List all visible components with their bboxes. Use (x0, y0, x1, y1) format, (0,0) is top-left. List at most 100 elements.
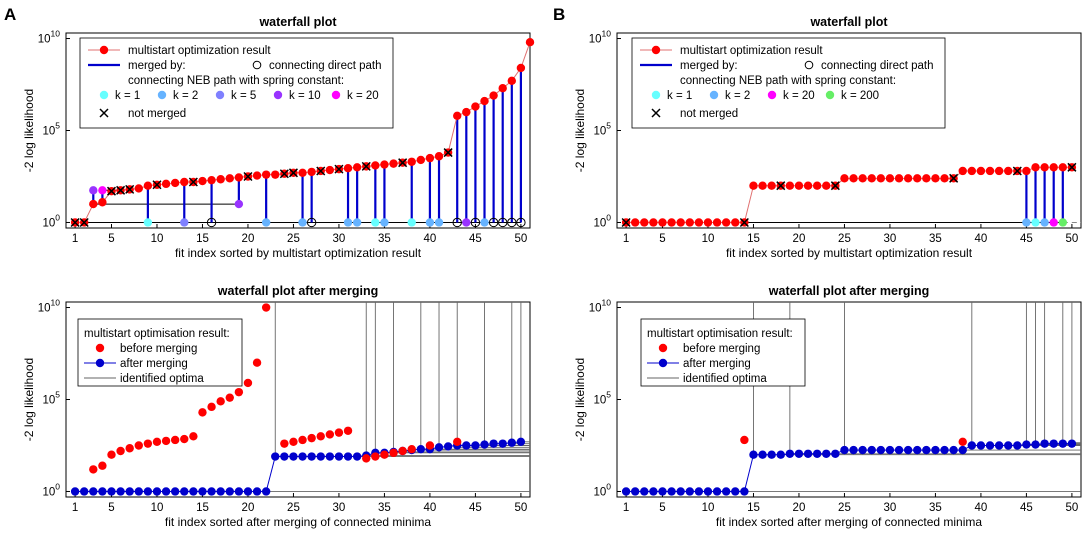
result-point (940, 174, 949, 183)
not-merged-marker (949, 173, 959, 183)
after-merging-point (1049, 439, 1058, 448)
merge-target-point (407, 218, 416, 227)
result-point (849, 174, 858, 183)
after-merging-point (416, 444, 426, 454)
result-point (207, 175, 216, 185)
result-point (180, 177, 189, 187)
legend-label-neb: connecting NEB path with spring constant… (680, 75, 896, 87)
after-merging-point (967, 441, 977, 450)
result-point (885, 174, 895, 183)
after-merging-point (658, 487, 667, 496)
before-merging-point (398, 446, 407, 456)
legend-marker-direct (804, 60, 814, 70)
after-merging-point (731, 487, 740, 496)
x-tick-label: 25 (287, 502, 300, 514)
x-tick-label: 45 (1020, 502, 1033, 514)
merge-target-point (98, 186, 107, 195)
before-merging-point (252, 358, 262, 367)
x-axis-label: fit index sorted after merging of connec… (165, 515, 431, 529)
after-merging-point (498, 439, 507, 448)
before-merging-point (170, 435, 180, 445)
x-tick-label: 25 (287, 233, 300, 245)
legend-marker-after (658, 358, 668, 368)
legend-label-k: k = 10 (289, 90, 321, 102)
legend-label-direct: connecting direct path (821, 60, 934, 72)
legend-marker-before (95, 343, 105, 353)
y-tick-base: 10 (593, 486, 606, 498)
result-point (658, 218, 667, 227)
result-point (216, 175, 225, 184)
result-point (161, 179, 171, 189)
legend-label-k: k = 20 (783, 90, 815, 102)
y-tick-exponent: 0 (55, 212, 60, 222)
result-point (685, 218, 694, 227)
legend-marker-before (658, 343, 668, 353)
x-tick-label: 5 (659, 502, 665, 514)
after-merging-point (307, 452, 316, 461)
after-merging-point (922, 445, 931, 455)
before-merging-point (225, 393, 234, 402)
result-point (498, 83, 507, 93)
x-tick-label: 50 (515, 502, 528, 514)
after-merging-point (1031, 440, 1040, 449)
plot-title: waterfall plot (809, 15, 888, 29)
merge-target-point (261, 218, 271, 227)
before-merging-point (316, 432, 325, 441)
after-merging-point (721, 487, 731, 496)
result-point (343, 164, 353, 173)
x-tick-label: 20 (242, 233, 255, 245)
after-merging-point (694, 487, 704, 496)
legend-box (631, 37, 946, 129)
x-tick-label: 30 (333, 502, 346, 514)
legend-label-before: before merging (120, 343, 197, 355)
result-point (785, 181, 795, 190)
x-tick-label: 45 (469, 233, 482, 245)
after-merging-point (940, 445, 949, 455)
after-merging-point (976, 441, 986, 450)
before-merging-point (98, 461, 107, 470)
merge-target-point (352, 218, 362, 227)
result-point (767, 181, 776, 190)
merge-target-point (234, 199, 244, 209)
result-point (630, 218, 640, 227)
y-tick-exponent: 10 (602, 298, 612, 308)
x-tick-label: 35 (929, 502, 942, 514)
result-line (626, 166, 1072, 223)
merge-target-point (206, 217, 217, 228)
legend-label-k: k = 1 (115, 90, 140, 102)
after-merging-point (161, 487, 171, 496)
x-tick-label: 1 (623, 233, 629, 245)
after-merging-point (703, 487, 713, 496)
result-point (976, 166, 986, 176)
after-merging-point (630, 487, 640, 496)
y-tick-label: 105 (42, 390, 60, 407)
before-merging-point (380, 450, 389, 459)
after-merging-point (849, 445, 858, 455)
after-merging-point (516, 437, 526, 447)
result-point (876, 174, 886, 183)
result-point (134, 184, 143, 193)
result-point (89, 199, 98, 209)
legend-label-not-merged: not merged (680, 108, 738, 120)
before-merging-point (343, 426, 353, 435)
x-tick-label: 35 (929, 233, 942, 245)
after-merging-point (785, 449, 795, 458)
y-tick-exponent: 5 (55, 390, 60, 400)
y-tick-exponent: 5 (606, 390, 611, 400)
result-point (721, 218, 731, 227)
result-point (453, 111, 462, 120)
result-point (261, 170, 271, 179)
y-tick-label: 100 (593, 212, 611, 229)
x-tick-label: 45 (469, 502, 482, 514)
not-merged-marker (243, 171, 253, 182)
after-merging-point (749, 450, 758, 459)
after-merging-point (134, 487, 143, 496)
after-merging-point (758, 450, 767, 459)
after-merging-point (994, 441, 1004, 450)
panel-label-a: A (4, 5, 16, 24)
after-merging-point (316, 452, 325, 461)
result-point (1031, 163, 1040, 172)
x-tick-label: 5 (108, 233, 114, 245)
merge-target-point (298, 218, 307, 227)
legend-marker-direct (252, 60, 262, 70)
